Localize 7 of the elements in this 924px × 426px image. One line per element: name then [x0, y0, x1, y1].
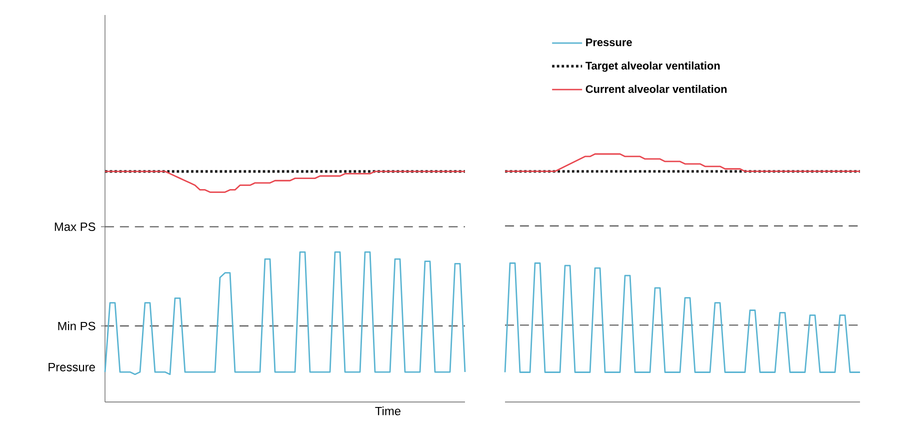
y-axis-title: Pressure [48, 363, 95, 372]
ref-line-label: Max PS [54, 222, 96, 231]
x-axis-title: Time [375, 406, 400, 416]
legend-label: Pressure [586, 38, 632, 46]
ref-line-label: Min PS [58, 322, 96, 330]
legend-label: Current alveolar ventilation [586, 84, 727, 93]
legend-label: Target alveolar ventilation [586, 62, 720, 72]
